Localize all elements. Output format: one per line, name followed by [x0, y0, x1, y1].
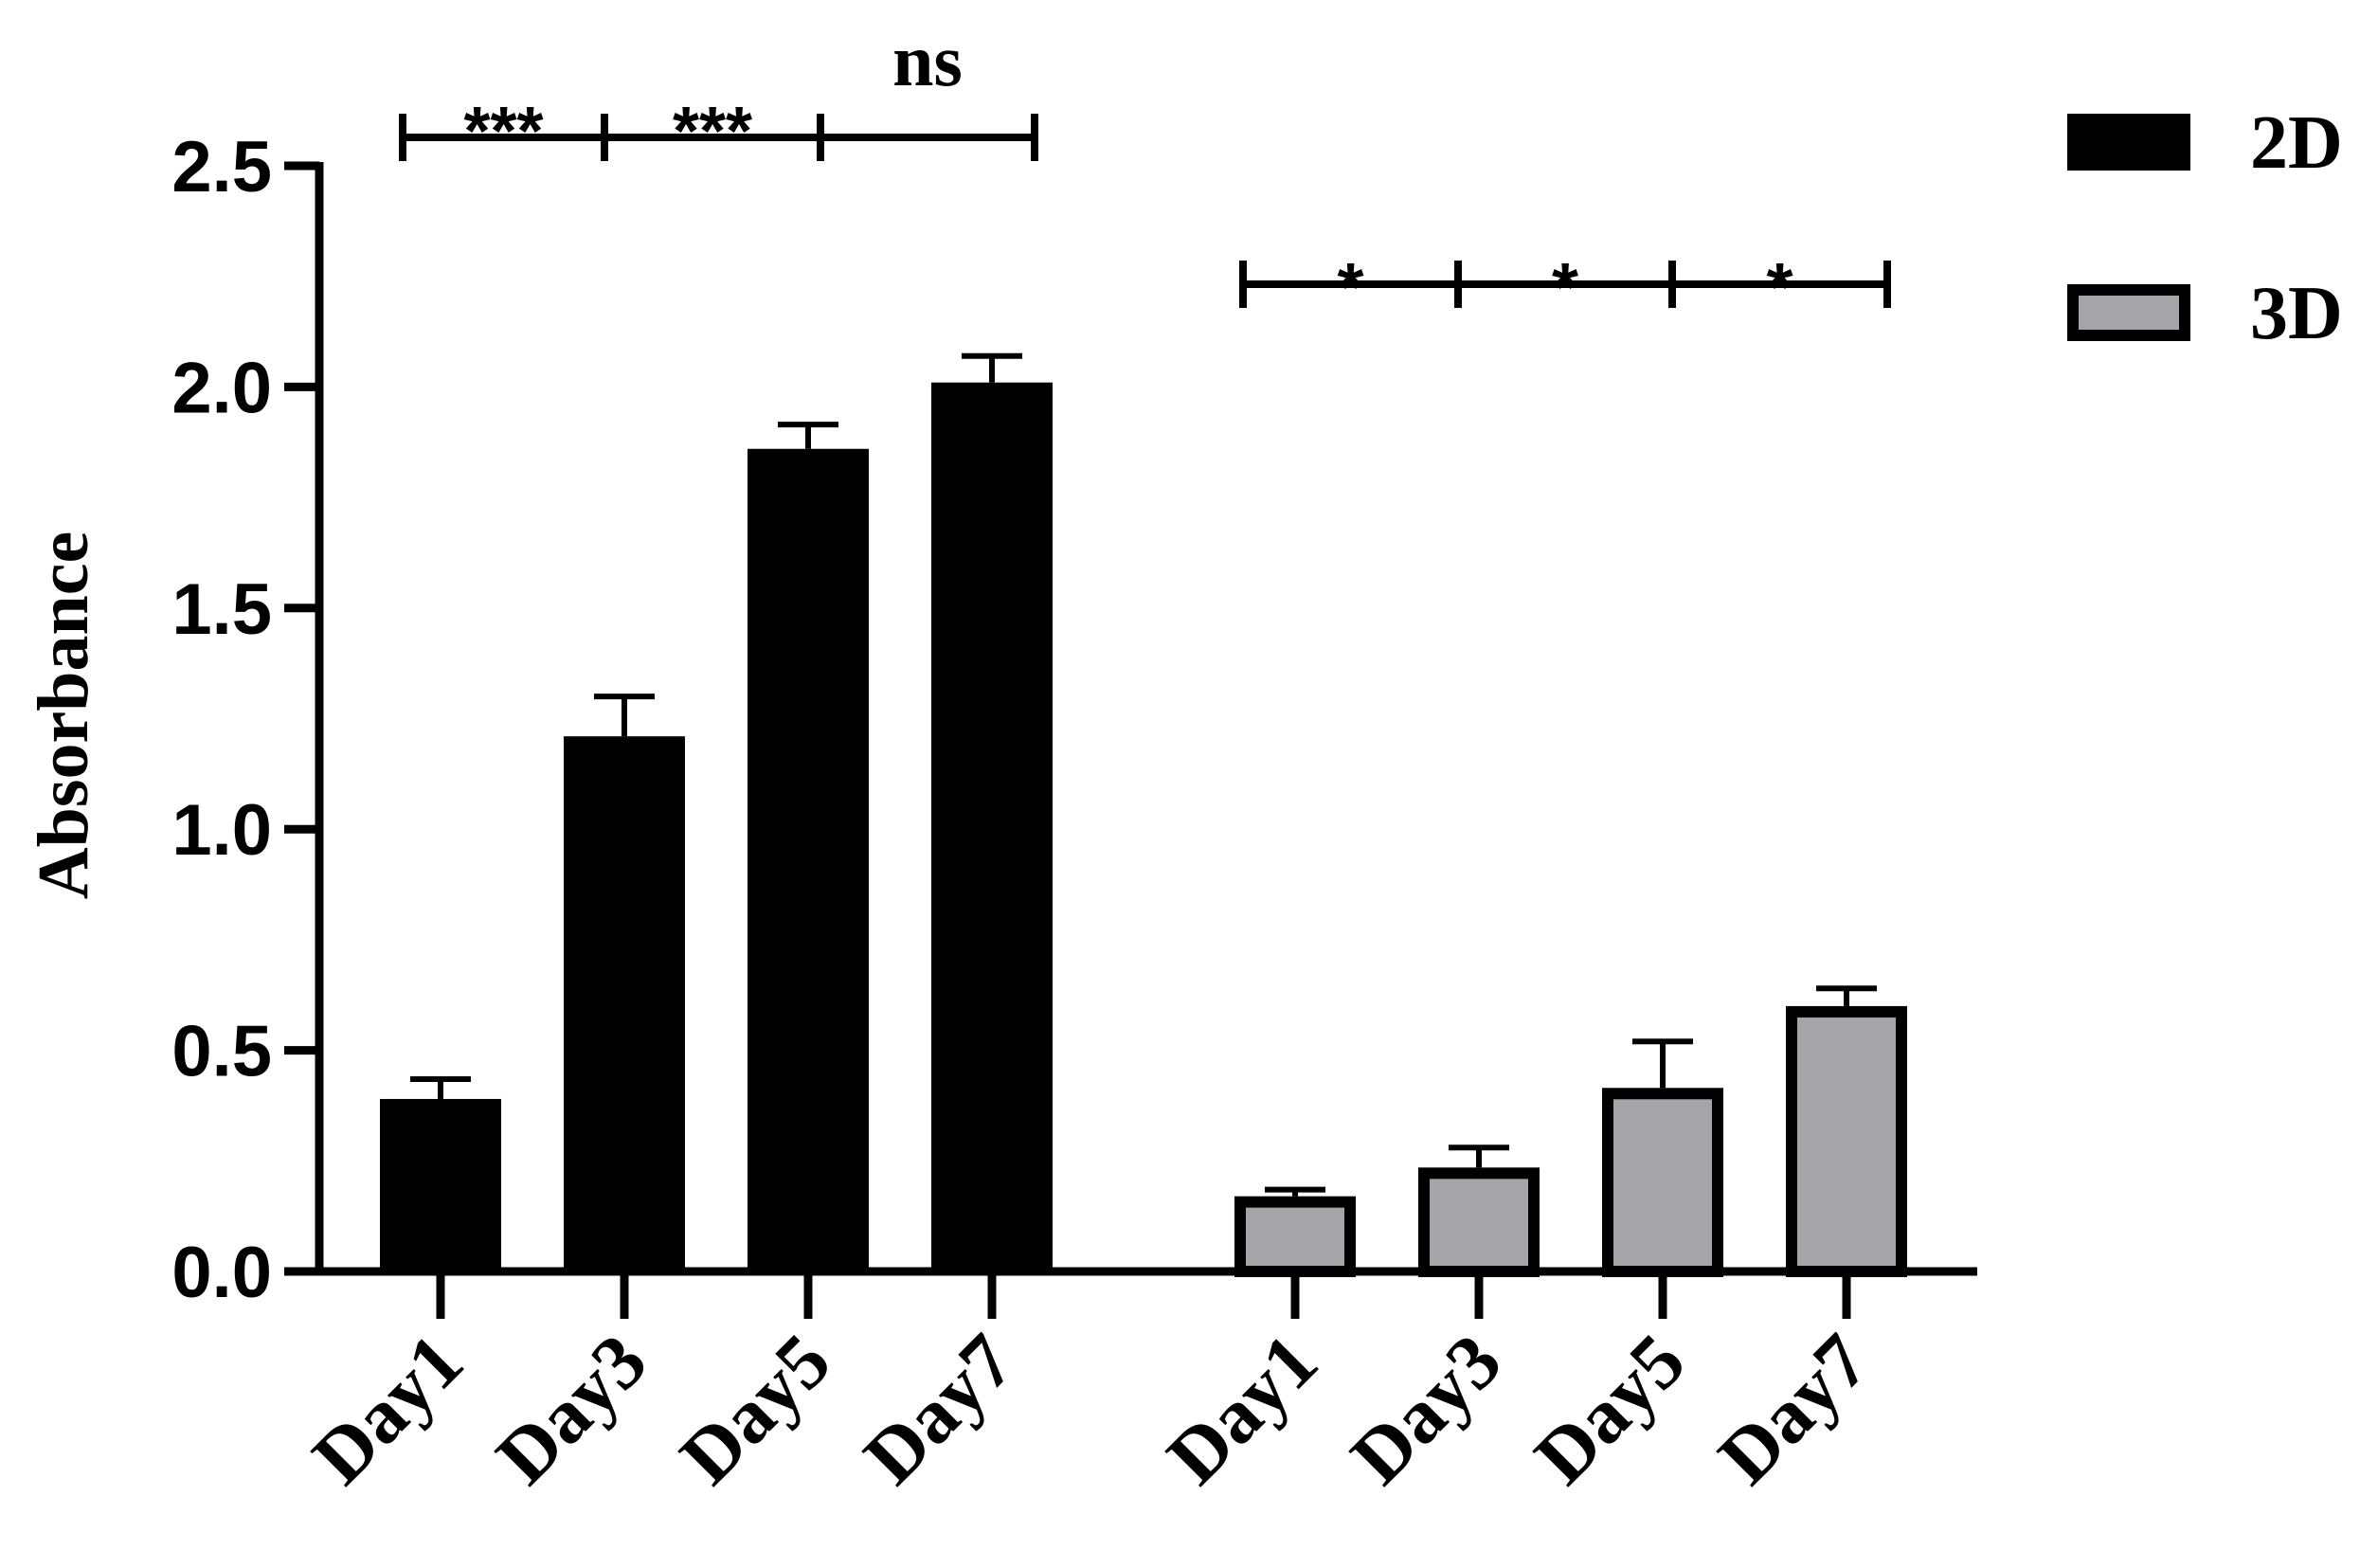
legend-label-2D: 2D	[2250, 101, 2343, 185]
x-tick-label: Day1	[297, 1317, 479, 1500]
significance-label: ***	[673, 94, 752, 170]
bar-2D-Day7	[931, 382, 1053, 1271]
y-axis-label: Absorbance	[24, 532, 103, 899]
bar-2D-Day1	[380, 1098, 501, 1271]
bar-2D-Day3	[564, 736, 685, 1271]
x-tick-label: Day7	[1702, 1317, 1885, 1500]
y-tick-label: 0.0	[171, 1233, 272, 1313]
bar-2D-Day5	[748, 448, 869, 1271]
significance-label: *	[1766, 250, 1793, 326]
bar-3D-Day3	[1418, 1167, 1540, 1277]
bar-3D-Day5	[1602, 1088, 1723, 1277]
x-tick-label: Day7	[848, 1317, 1031, 1500]
legend-swatch-2D	[2067, 114, 2190, 171]
y-tick-label: 1.0	[171, 790, 272, 871]
y-tick-label: 0.5	[171, 1012, 272, 1092]
significance-label: *	[1552, 250, 1578, 326]
x-tick-label: Day1	[1151, 1317, 1334, 1500]
x-tick-label: Day5	[664, 1317, 847, 1500]
significance-label: *	[1337, 250, 1363, 326]
y-tick-label: 2.5	[171, 127, 272, 207]
bar-3D-Day1	[1234, 1196, 1356, 1278]
x-tick-label: Day5	[1519, 1317, 1702, 1500]
significance-label: ns	[892, 19, 963, 101]
significance-label: ***	[463, 94, 543, 170]
legend-swatch-3D	[2067, 284, 2190, 341]
x-tick-label: Day3	[480, 1317, 663, 1500]
legend-label-3D: 3D	[2250, 272, 2343, 355]
x-tick-label: Day3	[1335, 1317, 1518, 1500]
y-tick-label: 2.0	[171, 348, 272, 428]
bar-3D-Day7	[1786, 1005, 1907, 1278]
y-tick-label: 1.5	[171, 569, 272, 650]
